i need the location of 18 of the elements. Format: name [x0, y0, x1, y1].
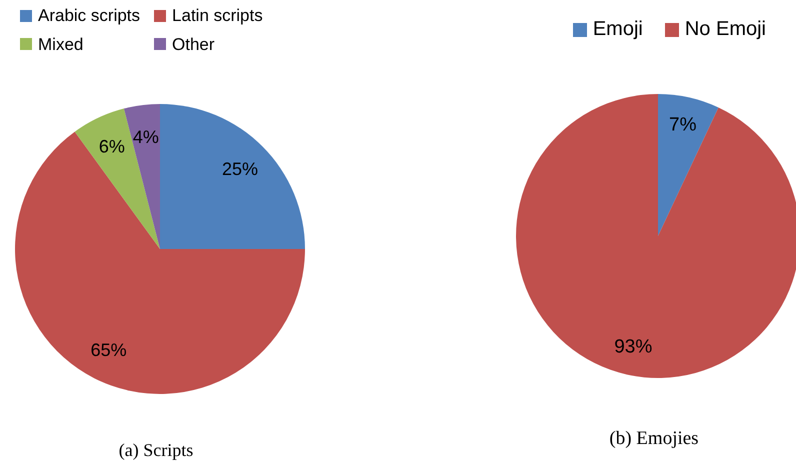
data-label: 4% [132, 126, 159, 147]
legend-label: No Emoji [684, 18, 766, 41]
data-label: 93% [614, 336, 652, 358]
data-label: 65% [90, 340, 127, 360]
data-label: 7% [669, 114, 697, 136]
legend-label: Arabic scripts [38, 6, 140, 26]
legend-label: Other [172, 34, 215, 54]
pie-slice [15, 132, 305, 394]
data-label: 25% [222, 159, 258, 180]
legend-label: Emoji [592, 18, 643, 41]
pie-slice [160, 104, 305, 249]
text: (a) Scripts [118, 440, 194, 461]
legend-label: Latin scripts [172, 6, 263, 26]
pie-slice [74, 108, 160, 249]
data-label: 6% [98, 136, 125, 157]
pie-slice [124, 104, 160, 249]
legend-label: Mixed [38, 34, 84, 54]
text: (b) Emojies [609, 428, 699, 450]
